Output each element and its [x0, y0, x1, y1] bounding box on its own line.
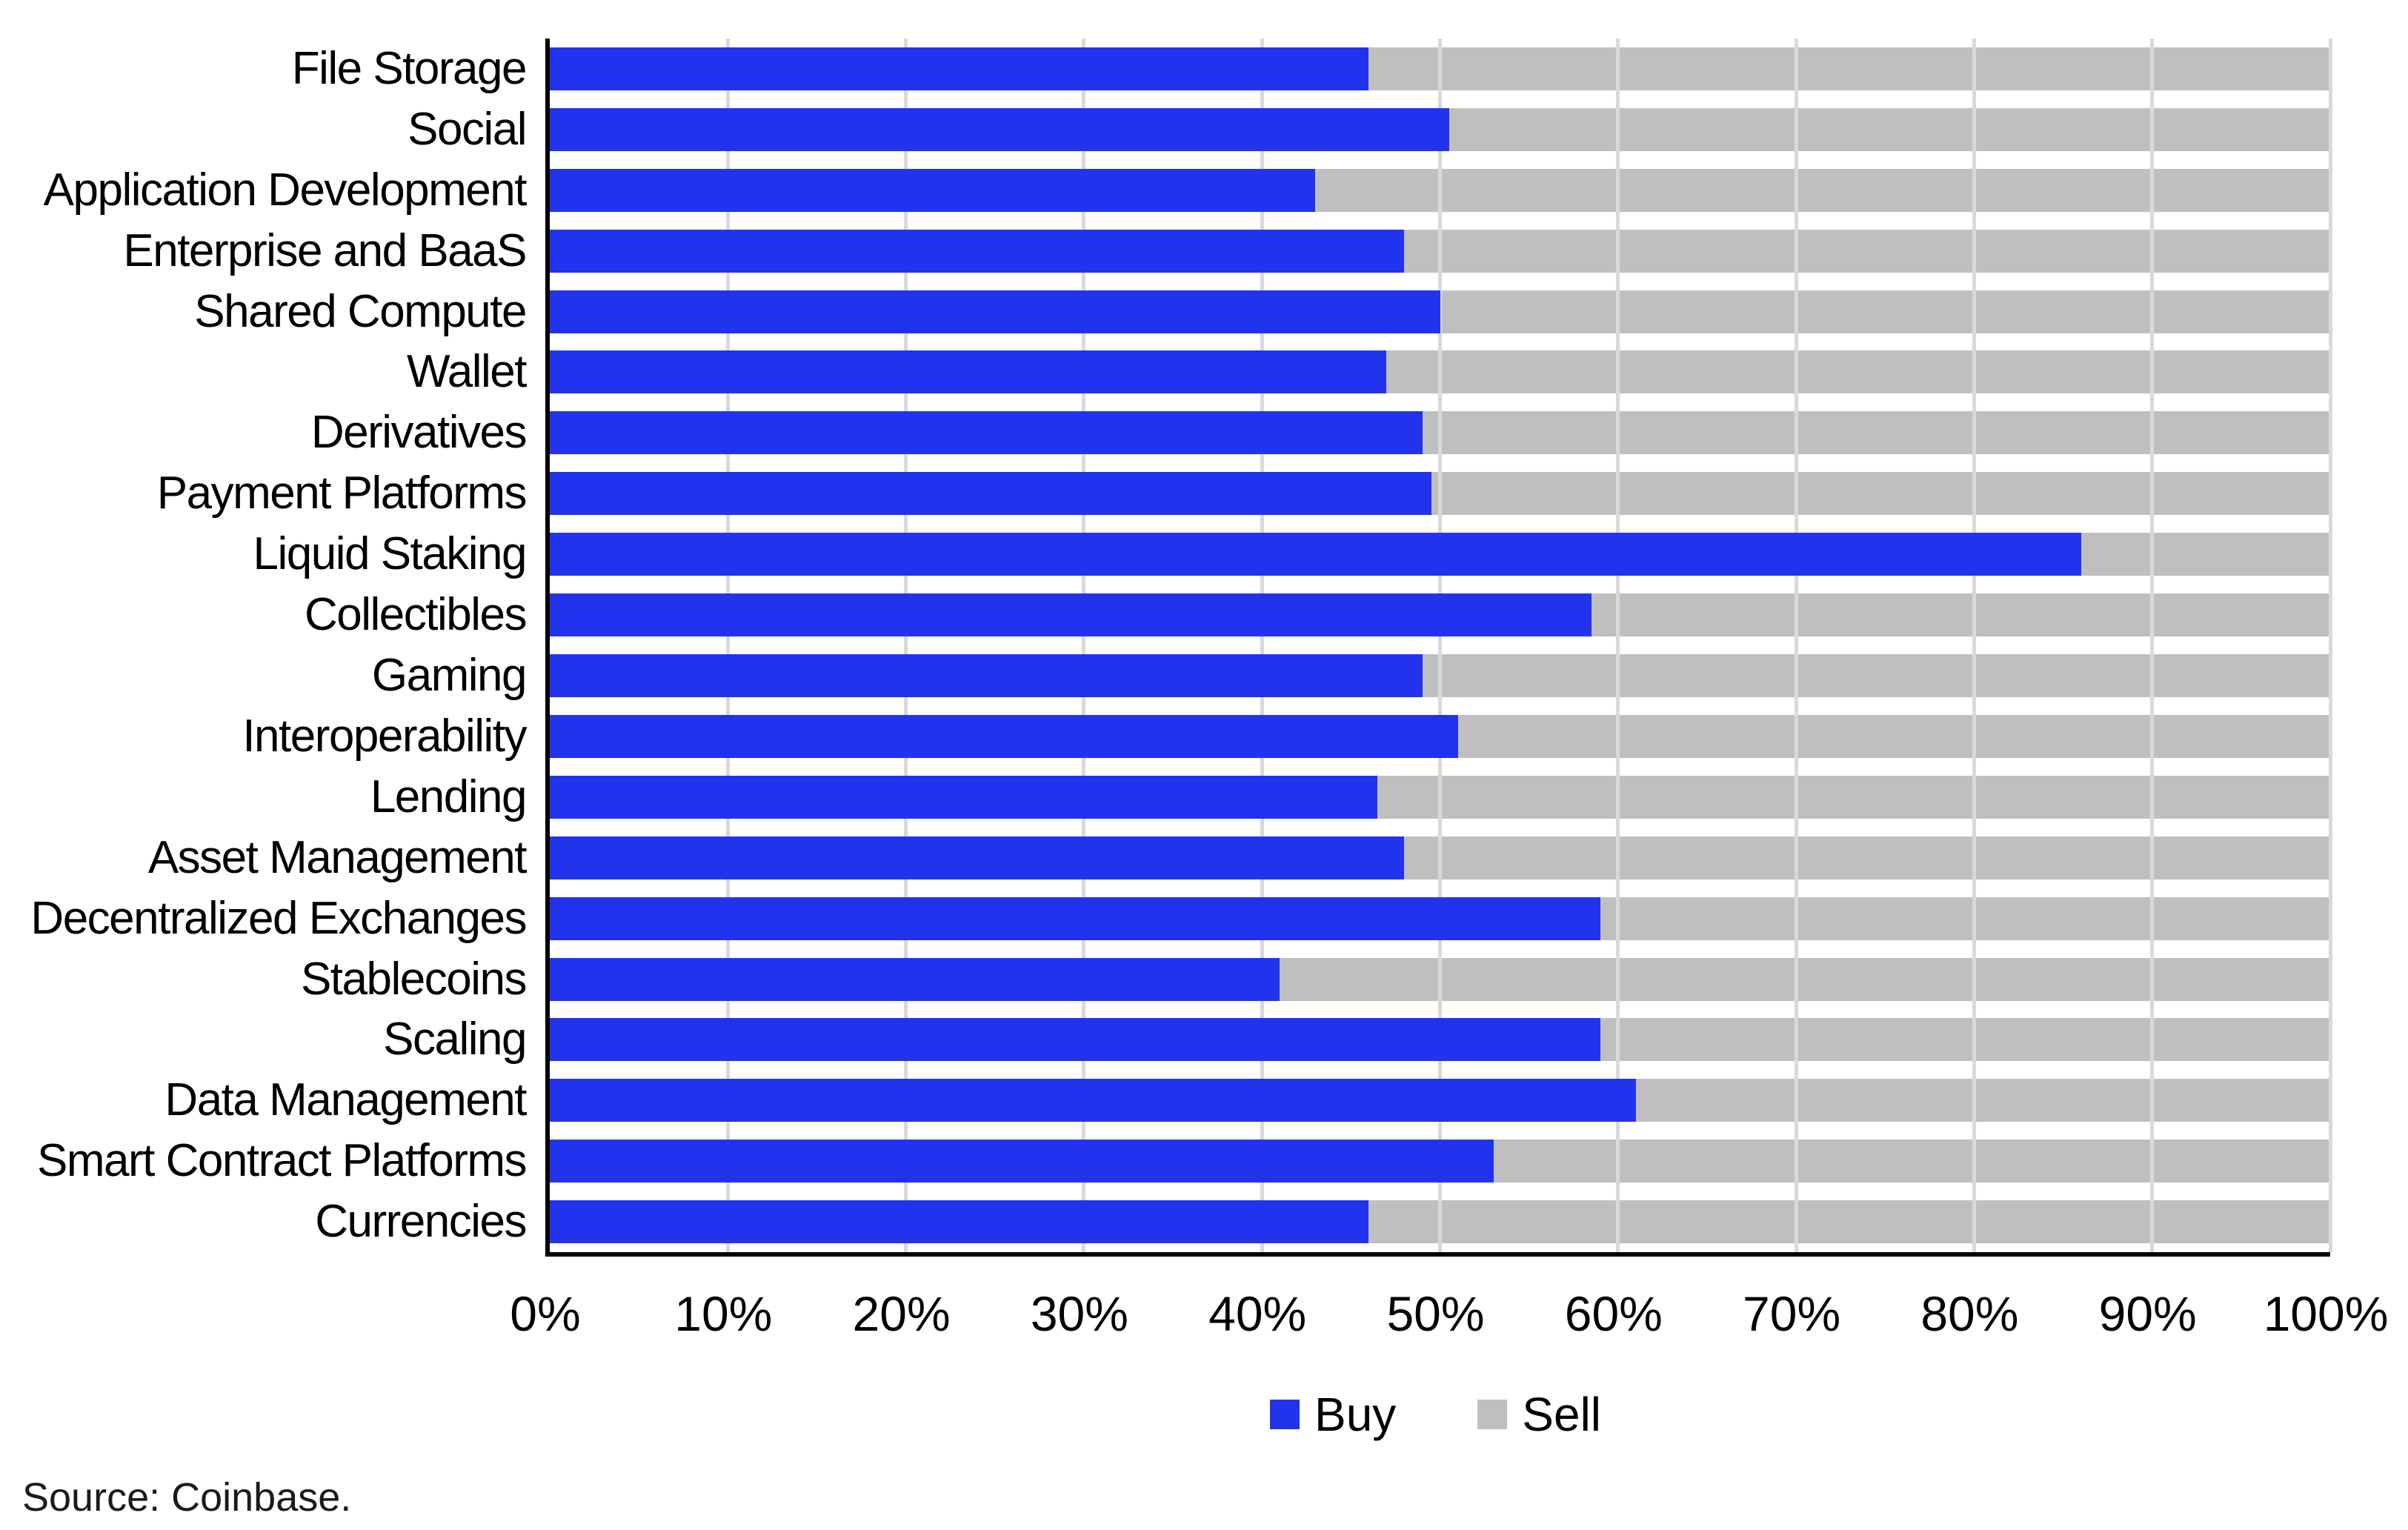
category-label: Wallet — [407, 346, 527, 398]
buy-bar — [550, 411, 1423, 455]
category-label: File Storage — [291, 43, 528, 94]
category-label: Data Management — [164, 1074, 527, 1126]
category-label: Payment Platforms — [156, 468, 528, 519]
gridline — [1082, 39, 1086, 1252]
gridline — [1260, 39, 1264, 1252]
category-axis: File Storage Social Application Developmen… — [0, 39, 528, 1252]
buy-bar — [550, 593, 1592, 637]
gridline — [1616, 39, 1620, 1252]
category-label: Enterprise and BaaS — [123, 224, 527, 276]
category-label: Scaling — [383, 1014, 527, 1065]
x-tick-label: 30% — [1030, 1286, 1128, 1341]
category-label: Decentralized Exchanges — [30, 892, 527, 944]
category-label: Social — [408, 103, 527, 155]
category-label: Application Development — [43, 164, 528, 216]
category-label: Asset Management — [147, 831, 528, 883]
buy-bar — [550, 897, 1600, 940]
legend-item-buy: Buy — [1270, 1387, 1396, 1442]
x-tick-label: 60% — [1564, 1286, 1663, 1341]
x-tick-label: 0% — [510, 1286, 581, 1341]
x-tick-label: 90% — [2098, 1286, 2197, 1341]
x-tick-label: 20% — [852, 1286, 951, 1341]
category-label: Lending — [370, 771, 528, 822]
category-label: Currencies — [315, 1196, 527, 1248]
buy-bar — [550, 1079, 1636, 1122]
plot-area — [545, 39, 2332, 1257]
sell-swatch-icon — [1477, 1400, 1508, 1429]
buy-bar — [550, 957, 1280, 1001]
buy-bar — [550, 836, 1405, 879]
buy-bar — [550, 775, 1378, 819]
gridline — [725, 39, 730, 1252]
buy-swatch-icon — [1270, 1400, 1300, 1429]
buy-bar — [550, 1200, 1369, 1244]
x-tick-label: 70% — [1743, 1286, 1841, 1341]
buy-bar — [550, 290, 1440, 333]
source-note: Source: Coinbase. — [22, 1475, 352, 1520]
buy-bar — [550, 714, 1458, 758]
buy-bar — [550, 47, 1369, 90]
legend-item-sell: Sell — [1477, 1387, 1601, 1442]
category-label: Smart Contract Platforms — [37, 1135, 527, 1187]
buy-bar — [550, 1140, 1494, 1183]
gridline — [1972, 39, 1976, 1252]
buy-bar — [550, 533, 2081, 576]
gridline — [2150, 39, 2155, 1252]
category-label: Gaming — [371, 650, 528, 701]
percent-axis: 0% 10% 20% 30% 40% 50% 60% 70% 80% 90% 100% — [0, 1285, 2408, 1345]
gridline — [1794, 39, 1798, 1252]
x-tick-label: 80% — [1920, 1286, 2019, 1341]
x-tick-label: 40% — [1208, 1286, 1307, 1341]
x-tick-label: 50% — [1386, 1286, 1485, 1341]
legend-label-buy: Buy — [1314, 1388, 1397, 1441]
buy-bar — [550, 472, 1431, 516]
category-label: Shared Compute — [194, 285, 527, 337]
buy-bar — [550, 229, 1405, 273]
buy-bar — [550, 107, 1449, 151]
buy-bar — [550, 168, 1316, 212]
category-label: Collectibles — [304, 589, 528, 641]
x-tick-label: 10% — [674, 1286, 773, 1341]
category-label: Liquid Staking — [253, 528, 528, 580]
gridline — [1438, 39, 1442, 1252]
gridline — [904, 39, 908, 1252]
buy-bar — [550, 1018, 1600, 1062]
category-label: Interoperability — [242, 710, 527, 762]
legend-label-sell: Sell — [1522, 1388, 1601, 1441]
category-label: Derivatives — [310, 407, 528, 459]
gridline — [2328, 39, 2332, 1252]
buy-bar — [550, 350, 1387, 394]
chart-legend: Buy Sell — [545, 1387, 2326, 1442]
category-label: Stablecoins — [300, 953, 528, 1005]
buy-bar — [550, 654, 1423, 697]
x-tick-label: 100% — [2263, 1286, 2389, 1341]
